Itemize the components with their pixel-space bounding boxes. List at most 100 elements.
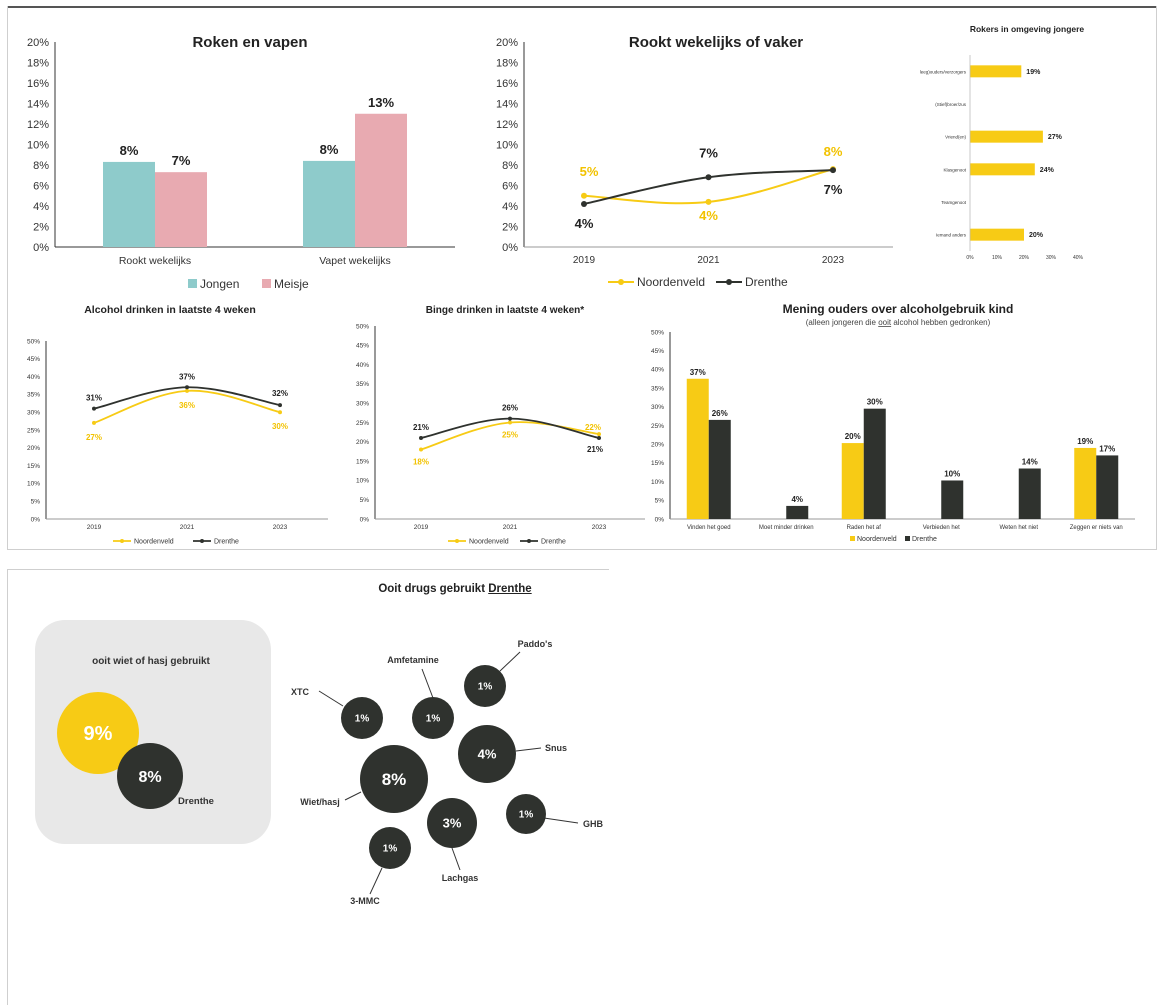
drugs-title: Ooit drugs gebruikt Drenthe (378, 583, 532, 595)
c5-data-label: 21% (587, 445, 603, 454)
bubble-paddo-s-value: 1% (478, 682, 493, 693)
chart6-bar (786, 505, 809, 519)
chart1-legend-label: Jongen (200, 277, 239, 291)
c2-series-line (583, 168, 834, 205)
chart3-bar (970, 130, 1043, 143)
chart1-ytick: 16% (27, 78, 49, 90)
c5-ytick: 5% (360, 497, 370, 504)
bubble-amfetamine-label: Amfetamine (387, 655, 439, 665)
bubble-xtc-leader (318, 690, 344, 707)
c2-point (581, 200, 587, 207)
chart3-data-label: 19% (1026, 69, 1041, 76)
c5-ytick: 0% (360, 516, 370, 523)
chart3-category-label: Vriend(en) (945, 135, 966, 140)
bubble-lachgas-label: Lachgas (442, 873, 479, 883)
chart1-ytick: 6% (33, 180, 49, 192)
chart6-bar (1018, 468, 1041, 519)
chart1-bar (355, 113, 407, 247)
chart6-data-label: 30% (867, 398, 883, 407)
chart3-xtick: 30% (1046, 255, 1057, 261)
bubble-paddo-s-label: Paddo's (518, 639, 553, 649)
c5-legend-marker (455, 539, 459, 543)
bubble-lachgas (427, 798, 477, 848)
chart6-ytick: 35% (651, 385, 664, 392)
c4-ytick: 40% (27, 374, 40, 381)
c4-point (278, 403, 282, 408)
c2-ytick: 8% (502, 160, 518, 172)
c2-ytick: 18% (496, 57, 518, 69)
chart6-ytick: 5% (655, 498, 665, 505)
c2-ytick: 0% (502, 242, 518, 254)
c2-ytick: 10% (496, 139, 518, 151)
chart6-ytick: 15% (651, 460, 664, 467)
c4-ytick: 30% (27, 409, 40, 416)
chart1-data-label: 13% (368, 95, 394, 110)
c5-ytick: 15% (356, 458, 369, 465)
c5-point (419, 447, 423, 452)
chart1-data-label: 8% (120, 143, 139, 158)
chart1-ytick: 12% (27, 119, 49, 131)
bubble-xtc (341, 697, 383, 739)
chart6-title: Mening ouders over alcoholgebruik kind (783, 302, 1014, 316)
c2-legend-marker (618, 279, 624, 285)
c5-point (508, 416, 512, 421)
c4-ytick: 45% (27, 356, 40, 363)
c2-legend-marker (726, 279, 732, 285)
chart-rokers-omgeving: Rokers in omgeving jongere (Pleeg)ouders/… (920, 24, 1085, 261)
c5-title: Binge drinken in laatste 4 weken* (426, 305, 584, 316)
chart-binge-drinken: Binge drinken in laatste 4 weken* 0% 5% 10%… (356, 305, 645, 545)
c4-point (92, 406, 96, 411)
c5-point (508, 420, 512, 425)
c2-point (830, 167, 836, 174)
drugs-panel-border-left (7, 569, 8, 1005)
chart1-ytick: 4% (33, 201, 49, 213)
c4-point (278, 410, 282, 415)
chart3-category-label: (Stief)broer/zus (935, 102, 967, 107)
chart-alcohol-drinken: Alcohol drinken in laatste 4 weken 0% 5% 10… (27, 304, 328, 545)
bubble-wiet-hasj-value: 8% (382, 770, 407, 789)
bubble-xtc-value: 1% (355, 714, 370, 725)
chart1-xtick: Vapet wekelijks (319, 255, 391, 267)
chart3-xtick: 10% (992, 255, 1003, 261)
chart1-data-label: 7% (172, 153, 191, 168)
c4-xtick: 2021 (180, 524, 195, 531)
bubble-ghb (506, 794, 546, 834)
c4-data-label: 27% (86, 433, 102, 442)
c5-data-label: 18% (413, 458, 429, 467)
bubble-drenthe-wiet-label: Drenthe (178, 796, 214, 807)
chart6-xtick: Raden het af (847, 525, 882, 531)
c2-xtick: 2021 (697, 255, 720, 266)
chart3-category-label: (Pleeg)ouders/verzorgers (920, 69, 967, 74)
c2-point (705, 198, 712, 205)
chart6-subtitle: (alleen jongeren die ooit alcohol hebben… (806, 318, 991, 327)
chart6-data-label: 19% (1077, 437, 1093, 446)
chart3-title: Rokers in omgeving jongere (970, 24, 1085, 34)
bubble-wiet-hasj-leader (344, 791, 362, 801)
bubble-lachgas-leader (451, 847, 461, 871)
c4-data-label: 36% (179, 401, 195, 410)
chart6-bar (841, 443, 864, 519)
c4-ytick: 0% (31, 516, 41, 523)
chart1-bar (303, 160, 355, 247)
smoking-alcohol-panel (7, 6, 1157, 550)
c4-xtick: 2019 (87, 524, 102, 531)
c2-point (581, 192, 587, 199)
c5-point (419, 435, 423, 440)
chart6-bar (1074, 447, 1097, 519)
c2-data-label: 5% (580, 164, 599, 179)
bubble-ghb-value: 1% (519, 810, 534, 821)
c4-legend-marker (120, 539, 124, 543)
c4-title: Alcohol drinken in laatste 4 weken (84, 304, 256, 316)
bubble-snus-leader (515, 747, 542, 752)
bubble-ghb-label: GHB (583, 819, 604, 829)
bubble-paddo-s-leader (499, 651, 521, 672)
bubble-xtc-label: XTC (291, 687, 310, 697)
chart3-bar (970, 228, 1024, 241)
c4-ytick: 50% (27, 338, 40, 345)
chart6-xtick: Moet minder drinken (759, 525, 814, 531)
c2-ytick: 6% (502, 180, 518, 192)
chart3-data-label: 24% (1040, 167, 1055, 174)
c5-data-label: 25% (502, 431, 518, 440)
c5-legend-label: Noordenveld (469, 538, 509, 545)
bubble-snus (458, 725, 516, 783)
